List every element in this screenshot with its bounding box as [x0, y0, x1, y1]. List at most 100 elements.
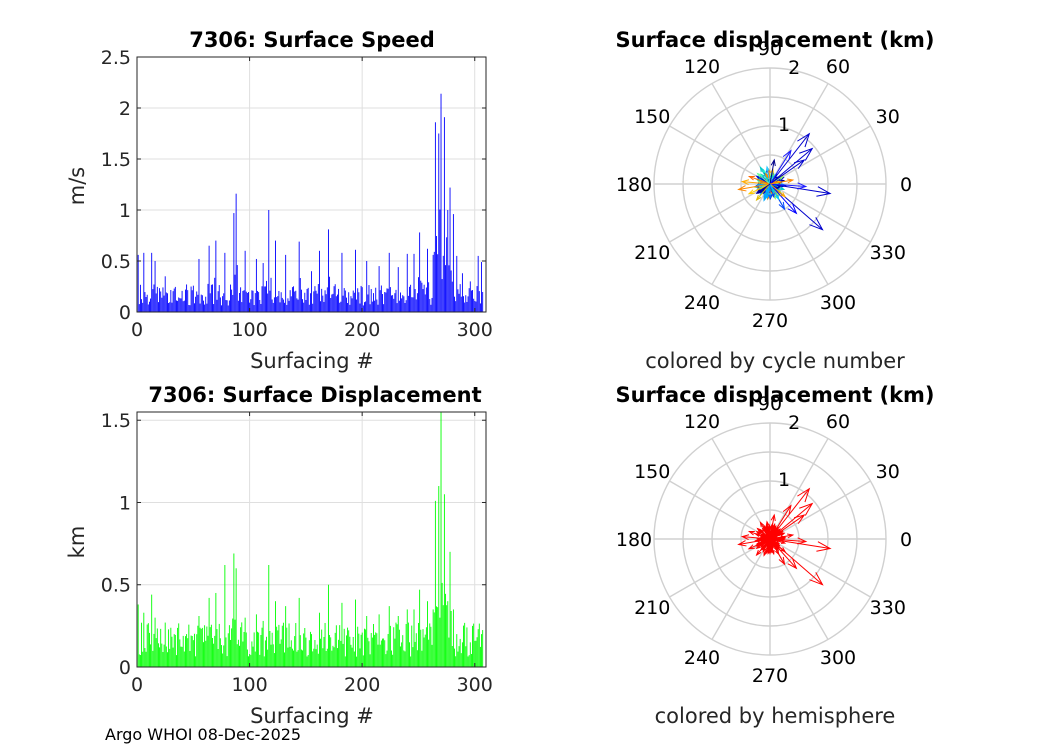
spoke	[711, 538, 771, 640]
vector-shaft	[749, 530, 771, 540]
bar	[269, 290, 271, 312]
bar	[324, 290, 326, 312]
bar	[343, 628, 345, 667]
bar	[307, 287, 309, 312]
bar	[366, 261, 368, 312]
bar	[349, 304, 351, 312]
vector-shaft	[742, 181, 771, 185]
bar	[295, 290, 297, 312]
vector-head	[797, 182, 808, 190]
bar	[156, 286, 158, 312]
bar	[186, 634, 188, 667]
bar	[378, 266, 380, 312]
vector-shaft	[769, 538, 797, 569]
bar	[170, 627, 172, 667]
bar	[402, 295, 404, 312]
vector-head	[756, 172, 762, 178]
bar	[467, 296, 469, 312]
vector-head	[755, 194, 762, 202]
bar	[218, 623, 220, 667]
bar	[419, 589, 421, 667]
bar	[272, 302, 274, 312]
bar	[429, 623, 431, 667]
bar	[463, 296, 464, 312]
bar	[241, 302, 243, 312]
bar	[468, 655, 470, 667]
bar	[248, 292, 249, 312]
bar	[437, 254, 439, 312]
bar	[171, 636, 173, 667]
vector-head	[765, 527, 769, 532]
bar	[389, 287, 391, 312]
bar	[264, 286, 266, 312]
bar	[446, 237, 448, 312]
vector-shaft	[769, 159, 805, 185]
bar	[290, 296, 292, 312]
angle-label: 300	[820, 292, 856, 314]
bar	[227, 633, 229, 667]
y-tick-label: 2	[119, 98, 131, 120]
bar	[275, 601, 276, 667]
bar	[285, 254, 287, 312]
bar	[259, 299, 261, 312]
bar	[179, 298, 181, 312]
bar	[392, 295, 394, 312]
bar	[181, 290, 183, 312]
bar	[275, 240, 276, 312]
vector-head	[747, 544, 755, 550]
bar	[431, 644, 433, 667]
bar	[468, 288, 470, 312]
bar	[418, 277, 419, 312]
bar	[378, 614, 380, 667]
vector-head	[762, 547, 767, 553]
bar	[394, 638, 396, 667]
bar	[407, 295, 409, 312]
bar	[308, 304, 310, 312]
bar	[219, 638, 221, 667]
bar	[286, 304, 288, 312]
bar	[463, 625, 464, 667]
bar	[342, 643, 344, 667]
bar	[277, 630, 279, 667]
bar	[472, 625, 473, 667]
bar	[230, 639, 231, 667]
displacement-vector	[769, 538, 780, 556]
bar	[156, 628, 158, 667]
bar	[456, 634, 458, 667]
bar	[430, 304, 432, 312]
bar	[367, 637, 369, 667]
bar	[324, 622, 326, 667]
bar	[389, 625, 391, 667]
vector-shaft	[769, 514, 775, 540]
bar	[196, 291, 198, 312]
bar	[352, 636, 354, 667]
bar	[465, 295, 467, 312]
bar	[144, 292, 146, 312]
angle-label: 60	[826, 56, 850, 78]
bar	[150, 644, 152, 667]
bar	[431, 297, 433, 312]
bar	[424, 294, 426, 312]
vector-head	[763, 196, 768, 202]
bar	[344, 656, 346, 667]
bar	[312, 303, 314, 312]
bar	[313, 648, 315, 667]
bar	[195, 296, 197, 312]
axes-box	[136, 56, 487, 313]
bar	[316, 644, 318, 667]
vector-head	[780, 547, 787, 553]
vector-shaft	[769, 179, 793, 185]
bar	[168, 629, 170, 667]
bar	[452, 214, 454, 312]
displacement-vector	[769, 183, 798, 215]
spoke	[669, 125, 771, 185]
bar	[237, 639, 239, 667]
bar	[169, 648, 171, 667]
bar	[440, 412, 442, 667]
bar	[287, 647, 289, 667]
bar	[481, 262, 483, 312]
bar	[406, 609, 408, 667]
bar	[306, 289, 308, 312]
bar	[427, 601, 428, 667]
bar	[271, 299, 273, 312]
